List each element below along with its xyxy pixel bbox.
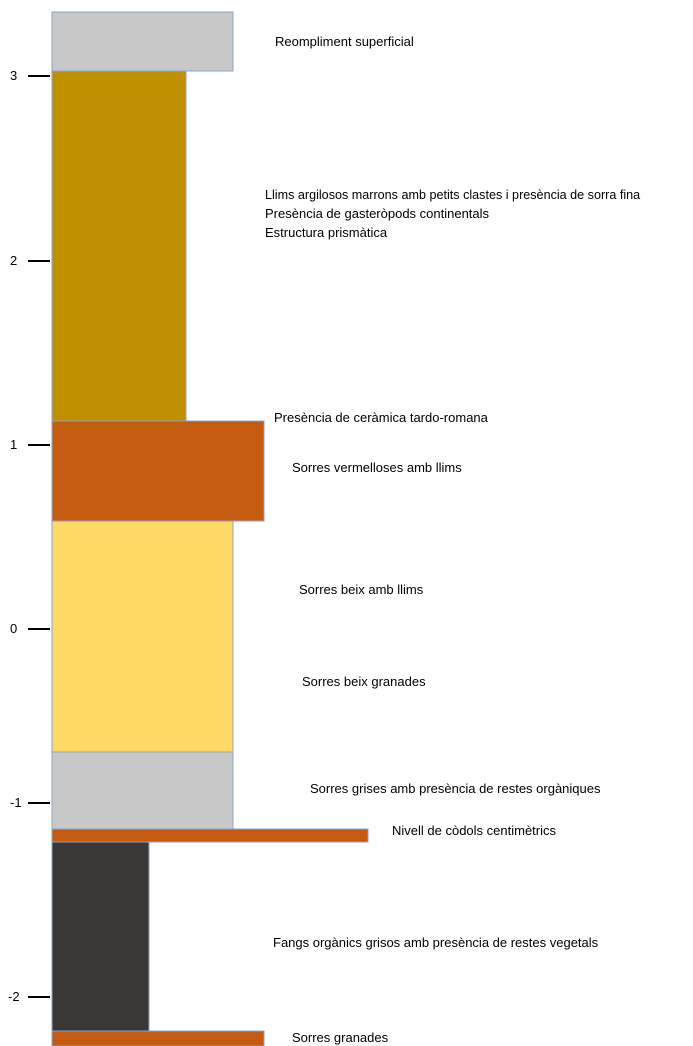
layer-fangs-organics (51, 841, 150, 1032)
layer-codols (51, 828, 369, 843)
label-codols: Nivell de còdols centimètrics (392, 823, 557, 838)
label-grises: Sorres grises amb presència de restes or… (310, 781, 601, 796)
layer-sorres-grises (51, 751, 234, 830)
axis-label-1: 1 (10, 437, 18, 452)
axis-label-2: 2 (10, 253, 18, 268)
label-beix-granades: Sorres beix granades (302, 674, 426, 689)
layer-sorres-beix (51, 520, 234, 753)
label-llims-line-3: Estructura prismàtica (265, 225, 388, 240)
label-vermelloses: Sorres vermelloses amb llims (292, 460, 462, 475)
axis-label-0: 0 (10, 621, 18, 636)
layer-sorres-vermelloses (51, 420, 265, 522)
label-fangs: Fangs orgànics grisos amb presència de r… (273, 935, 599, 950)
label-beix-llims: Sorres beix amb llims (299, 582, 424, 597)
layer-sorres-granades (51, 1030, 265, 1046)
layer-llims-argilosos (51, 70, 187, 422)
label-llims-line-1: Llims argilosos marrons amb petits clast… (265, 188, 641, 202)
label-granades: Sorres granades (292, 1030, 389, 1045)
label-reompliment: Reompliment superficial (275, 34, 414, 49)
label-ceramica: Presència de ceràmica tardo-romana (274, 410, 488, 425)
axis-label-3: 3 (10, 68, 18, 83)
label-llims-line-2: Presència de gasteròpods continentals (265, 206, 490, 221)
layer-reompliment (51, 11, 234, 72)
axis-label-minus-1: -1 (10, 795, 22, 810)
axis-label-minus-2: -2 (8, 989, 20, 1004)
